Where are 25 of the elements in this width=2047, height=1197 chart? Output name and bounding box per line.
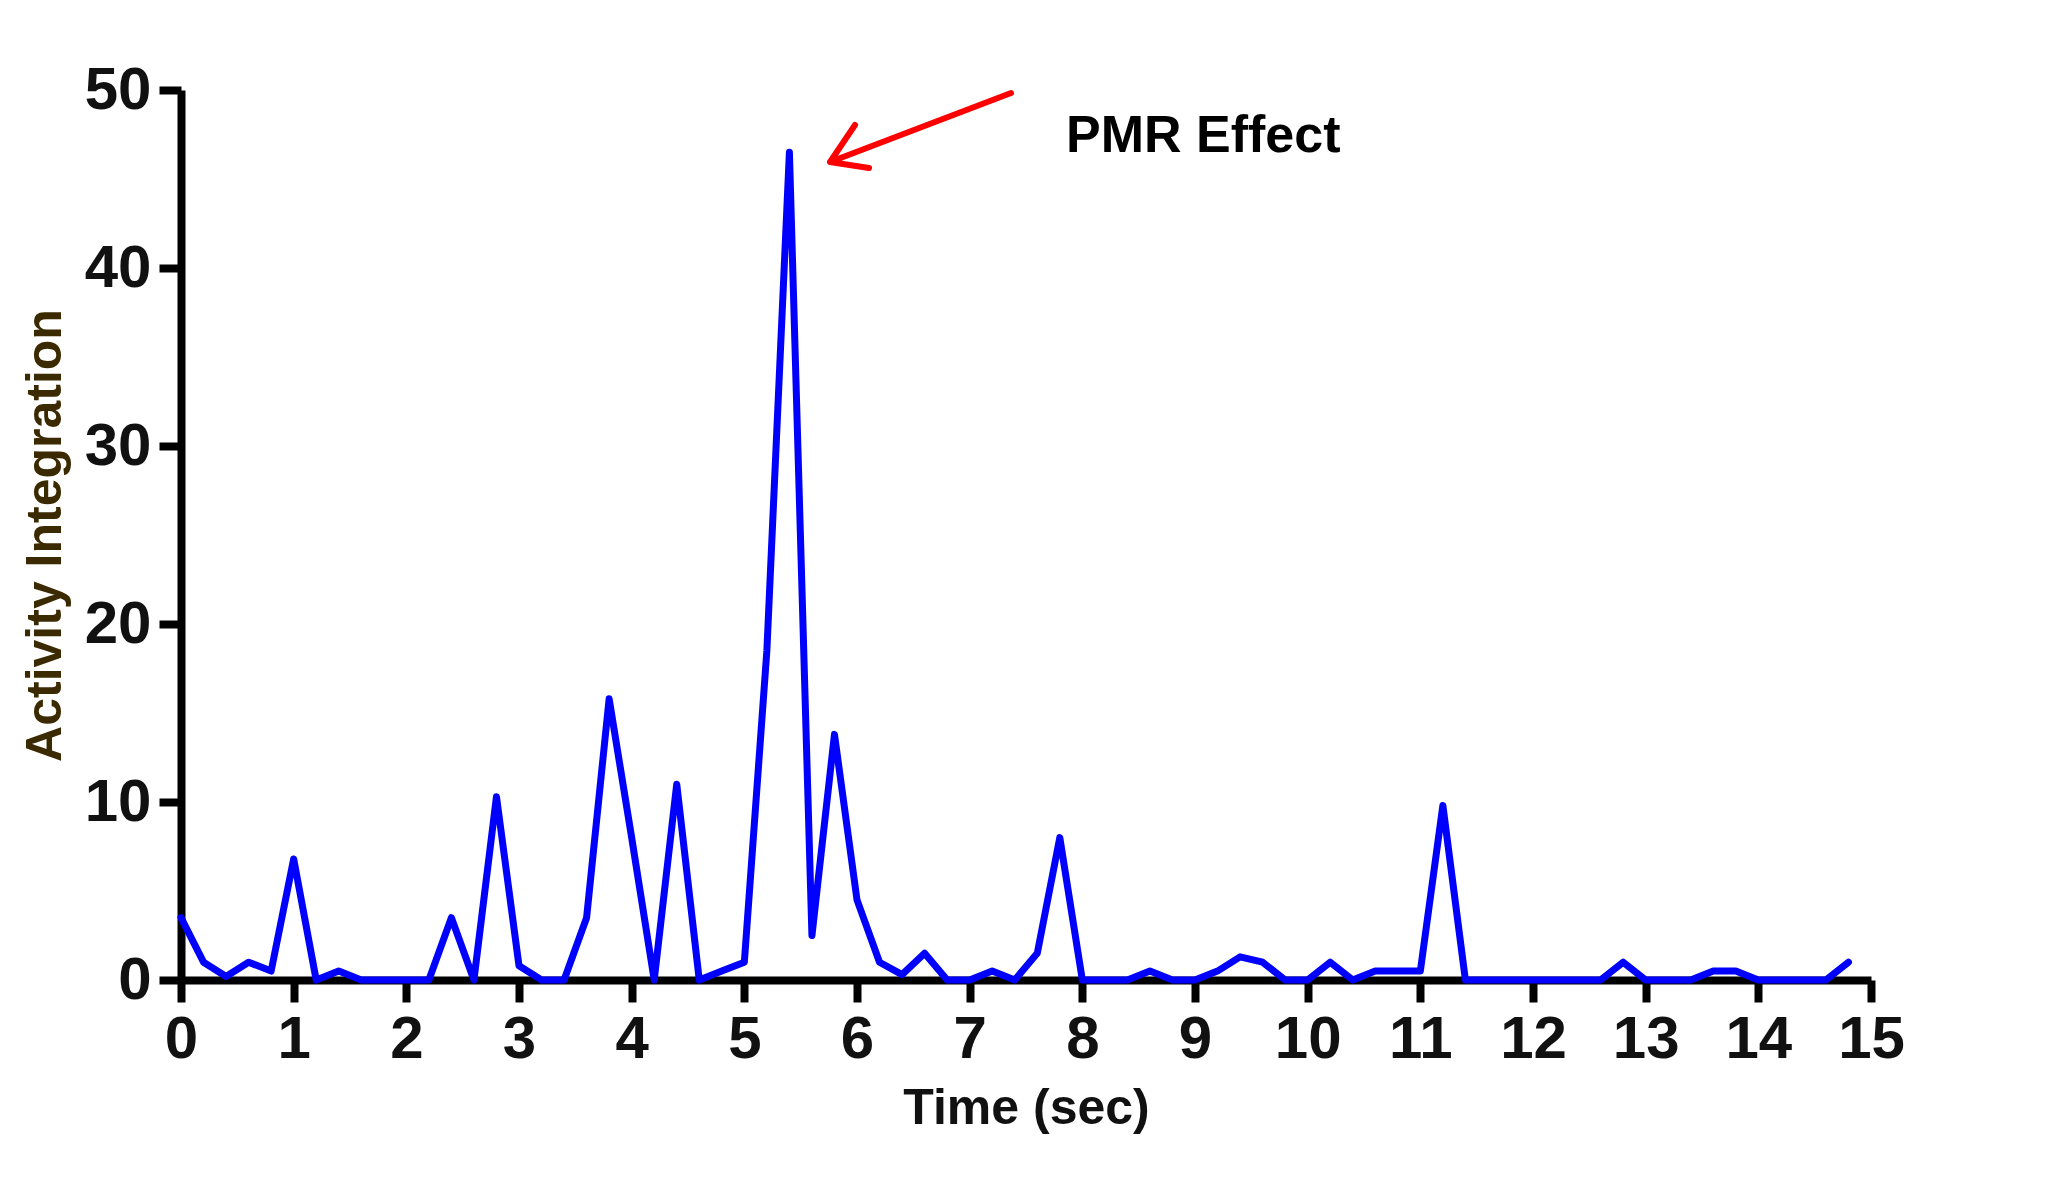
- y-tick-label: 30: [84, 410, 152, 478]
- x-tick-label: 14: [1725, 1003, 1793, 1071]
- y-tick-label: 20: [84, 588, 152, 656]
- y-tick-label: 40: [84, 232, 152, 300]
- x-tick-label: 1: [277, 1003, 311, 1071]
- x-tick-label: 6: [840, 1003, 875, 1071]
- x-tick-label: 7: [953, 1003, 987, 1071]
- x-tick-label: 8: [1066, 1003, 1100, 1071]
- x-tick-label: 10: [1274, 1003, 1342, 1071]
- x-axis-title: Time (sec): [903, 1078, 1150, 1135]
- x-tick-label: 0: [164, 1003, 199, 1071]
- x-tick-label: 9: [1178, 1003, 1213, 1071]
- y-tick-label: 0: [118, 944, 152, 1012]
- x-tick-label: 12: [1500, 1003, 1567, 1071]
- x-tick-label: 2: [390, 1003, 424, 1071]
- annotation: PMR Effect: [1066, 105, 1341, 163]
- x-tick-label: 11: [1389, 1003, 1453, 1071]
- y-tick-label: 50: [84, 54, 152, 122]
- x-tick-label: 5: [728, 1003, 762, 1071]
- x-tick-label: 4: [615, 1003, 650, 1071]
- y-axis-title: Activity Integration: [15, 309, 72, 762]
- y-tick-label: 10: [84, 766, 152, 834]
- x-tick-label: 13: [1612, 1003, 1680, 1071]
- x-tick-label: 3: [502, 1003, 537, 1071]
- x-tick-label: 15: [1838, 1003, 1905, 1071]
